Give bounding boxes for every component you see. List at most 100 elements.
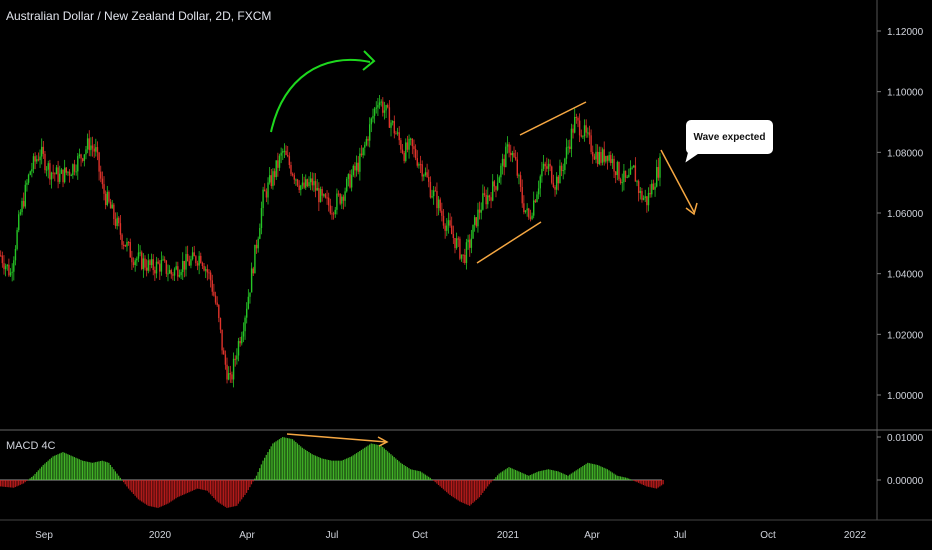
macd-bar (424, 474, 426, 480)
candle-body (385, 105, 387, 111)
candle-body (209, 272, 212, 281)
candle-body (224, 354, 227, 365)
macd-bar (541, 470, 543, 480)
macd-bar (516, 470, 518, 480)
macd-bar (615, 474, 617, 480)
macd-bar (396, 459, 399, 480)
candle-body (536, 194, 538, 202)
macd-bar (91, 462, 94, 480)
macd-bar (380, 445, 382, 480)
candle-body (8, 264, 10, 276)
candle-body (583, 125, 586, 137)
candle-body (656, 167, 658, 187)
candle-body (565, 147, 568, 159)
candle-body (321, 189, 323, 196)
macd-bar (280, 438, 282, 480)
candle-body (152, 259, 154, 271)
candle-body (413, 146, 415, 150)
macd-bar (629, 479, 631, 480)
candle-body (216, 302, 218, 305)
candle-body (39, 156, 41, 161)
macd-bar (93, 462, 95, 480)
macd-bar (103, 461, 105, 480)
candle-body (80, 154, 82, 159)
wave-expected-callout[interactable]: Wave expected (686, 120, 773, 154)
candle-body (262, 189, 264, 209)
macd-bar (578, 468, 581, 480)
macd-bar (647, 480, 649, 487)
candle-body (557, 176, 559, 184)
macd-bar (185, 480, 187, 494)
macd-bar (555, 471, 558, 480)
candle-body (168, 270, 171, 274)
macd-bar (642, 480, 645, 486)
macd-bar (529, 474, 531, 480)
macd-bar (50, 457, 53, 480)
candle-body (186, 254, 189, 262)
candle-body (652, 183, 655, 190)
candle-body (616, 162, 619, 176)
candle-body (255, 244, 258, 249)
candle-body (113, 204, 115, 220)
macd-bar (172, 480, 174, 501)
candle-body (432, 190, 435, 197)
candle-body (408, 138, 410, 150)
macd-divergence-line (286, 433, 387, 443)
candle-body (90, 145, 92, 151)
macd-bar (473, 480, 476, 502)
macd-bar (475, 480, 477, 501)
macd-bar (646, 480, 648, 487)
macd-bar (321, 458, 323, 480)
macd-bar (60, 452, 62, 480)
macd-bar (628, 478, 630, 480)
candle-body (267, 182, 269, 198)
candle-body (636, 181, 638, 183)
macd-bar (78, 459, 80, 480)
macd-bar (98, 461, 100, 480)
macd-bar (574, 471, 576, 480)
macd-bar (127, 480, 130, 489)
macd-bar (326, 459, 328, 480)
macd-bar (132, 480, 135, 494)
candle-body (610, 155, 612, 164)
macd-bar (342, 459, 344, 480)
candle-body (546, 166, 548, 169)
macd-bar (183, 480, 185, 495)
macd-bar (45, 462, 48, 480)
time-tick-label: 2020 (149, 530, 172, 541)
candle-body (83, 154, 86, 161)
macd-bar (454, 480, 456, 499)
macd-bar (314, 455, 317, 480)
macd-bar (331, 460, 333, 480)
macd-bar (42, 464, 44, 480)
macd-bar (365, 446, 367, 480)
candle-body (496, 182, 499, 190)
candle-body (434, 190, 436, 192)
candle-body (323, 194, 325, 196)
macd-bar (195, 480, 197, 490)
candle-body (0, 255, 2, 257)
macd-bar (510, 467, 512, 480)
candle-body (316, 188, 318, 191)
macd-bar (547, 469, 549, 480)
candle-body (383, 110, 386, 113)
macd-bar (336, 460, 338, 480)
candle-body (121, 234, 123, 245)
candle-body (111, 204, 113, 209)
macd-bar (603, 467, 605, 480)
macd-bar (0, 480, 2, 487)
macd-bar (11, 480, 13, 488)
macd-bar (234, 480, 236, 507)
time-tick-label: Jul (326, 530, 339, 541)
macd-bar (567, 475, 569, 480)
macd-bar (439, 480, 441, 487)
macd-bar (160, 480, 162, 507)
candle-body (373, 108, 376, 116)
candle-body (582, 136, 584, 138)
macd-bar (477, 480, 479, 499)
macd-bar (244, 480, 246, 496)
macd-bar (137, 480, 139, 500)
candle-body (167, 273, 169, 275)
price-tick-label: 1.02000 (887, 330, 924, 341)
